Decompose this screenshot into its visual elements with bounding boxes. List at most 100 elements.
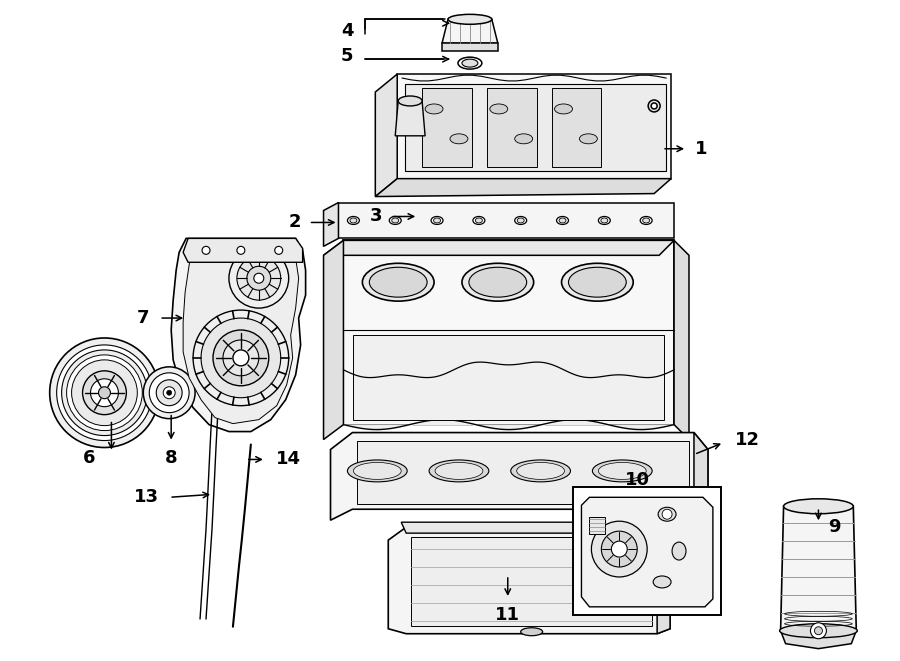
Ellipse shape — [784, 499, 853, 514]
Text: 5: 5 — [341, 47, 354, 65]
Ellipse shape — [458, 57, 482, 69]
Polygon shape — [357, 440, 689, 504]
Ellipse shape — [779, 624, 858, 638]
Circle shape — [57, 345, 152, 440]
Ellipse shape — [347, 217, 359, 225]
Polygon shape — [183, 239, 302, 262]
Text: 14: 14 — [275, 450, 301, 469]
Text: 6: 6 — [84, 449, 95, 467]
Polygon shape — [375, 74, 397, 196]
Ellipse shape — [562, 263, 634, 301]
Circle shape — [91, 379, 119, 407]
Ellipse shape — [515, 134, 533, 144]
Polygon shape — [395, 101, 425, 136]
Ellipse shape — [643, 218, 650, 223]
Polygon shape — [694, 432, 708, 515]
Circle shape — [61, 350, 148, 436]
Text: 4: 4 — [341, 22, 354, 40]
Polygon shape — [487, 88, 536, 167]
Polygon shape — [401, 522, 675, 533]
Ellipse shape — [448, 15, 491, 24]
Polygon shape — [354, 335, 664, 420]
Polygon shape — [338, 202, 674, 239]
Polygon shape — [674, 241, 689, 440]
Polygon shape — [780, 506, 856, 631]
Circle shape — [254, 273, 264, 283]
Circle shape — [166, 390, 172, 395]
Circle shape — [202, 247, 210, 254]
Ellipse shape — [398, 96, 422, 106]
Ellipse shape — [510, 460, 571, 482]
Polygon shape — [323, 241, 674, 255]
Ellipse shape — [347, 460, 407, 482]
Polygon shape — [323, 241, 344, 440]
Polygon shape — [780, 631, 856, 648]
Polygon shape — [405, 84, 666, 171]
Circle shape — [229, 249, 289, 308]
Ellipse shape — [521, 628, 543, 636]
Polygon shape — [442, 19, 498, 43]
Polygon shape — [552, 88, 601, 167]
Circle shape — [274, 247, 283, 254]
Text: 11: 11 — [495, 606, 520, 624]
Polygon shape — [183, 249, 299, 424]
Circle shape — [213, 330, 269, 386]
Ellipse shape — [431, 217, 443, 225]
Circle shape — [50, 338, 159, 447]
Ellipse shape — [556, 217, 569, 225]
Circle shape — [201, 318, 281, 398]
Circle shape — [209, 363, 219, 373]
Ellipse shape — [517, 463, 564, 479]
Text: 7: 7 — [137, 309, 149, 327]
Text: 10: 10 — [625, 471, 650, 489]
Ellipse shape — [354, 463, 401, 479]
Ellipse shape — [580, 134, 598, 144]
Polygon shape — [657, 527, 670, 634]
Ellipse shape — [592, 460, 652, 482]
Polygon shape — [323, 202, 338, 247]
Circle shape — [611, 541, 627, 557]
Circle shape — [67, 355, 142, 430]
Polygon shape — [581, 497, 713, 607]
Text: 9: 9 — [828, 518, 841, 536]
Circle shape — [247, 266, 271, 290]
Text: 1: 1 — [695, 139, 707, 158]
Circle shape — [811, 623, 826, 639]
Circle shape — [98, 387, 111, 399]
Polygon shape — [590, 517, 606, 534]
Bar — [573, 487, 721, 615]
Circle shape — [601, 531, 637, 567]
Text: 2: 2 — [288, 214, 301, 231]
Circle shape — [223, 340, 259, 376]
Ellipse shape — [569, 267, 626, 297]
Text: 3: 3 — [370, 208, 382, 225]
Text: 13: 13 — [134, 488, 159, 506]
Circle shape — [83, 371, 126, 414]
Ellipse shape — [640, 217, 652, 225]
Circle shape — [652, 103, 657, 109]
Ellipse shape — [598, 217, 610, 225]
Ellipse shape — [598, 463, 646, 479]
Polygon shape — [375, 178, 671, 196]
Ellipse shape — [435, 463, 483, 479]
Ellipse shape — [490, 104, 508, 114]
Ellipse shape — [515, 217, 526, 225]
Ellipse shape — [554, 104, 572, 114]
Circle shape — [662, 509, 672, 519]
Ellipse shape — [369, 267, 428, 297]
Circle shape — [72, 360, 138, 426]
Circle shape — [149, 373, 189, 412]
Polygon shape — [388, 527, 670, 634]
Circle shape — [814, 627, 823, 635]
Circle shape — [591, 521, 647, 577]
Ellipse shape — [475, 218, 482, 223]
Ellipse shape — [658, 507, 676, 521]
Ellipse shape — [462, 263, 534, 301]
Ellipse shape — [363, 263, 434, 301]
Polygon shape — [171, 239, 306, 432]
Ellipse shape — [390, 217, 401, 225]
Polygon shape — [442, 43, 498, 51]
Ellipse shape — [653, 576, 671, 588]
Ellipse shape — [559, 218, 566, 223]
Ellipse shape — [518, 218, 524, 223]
